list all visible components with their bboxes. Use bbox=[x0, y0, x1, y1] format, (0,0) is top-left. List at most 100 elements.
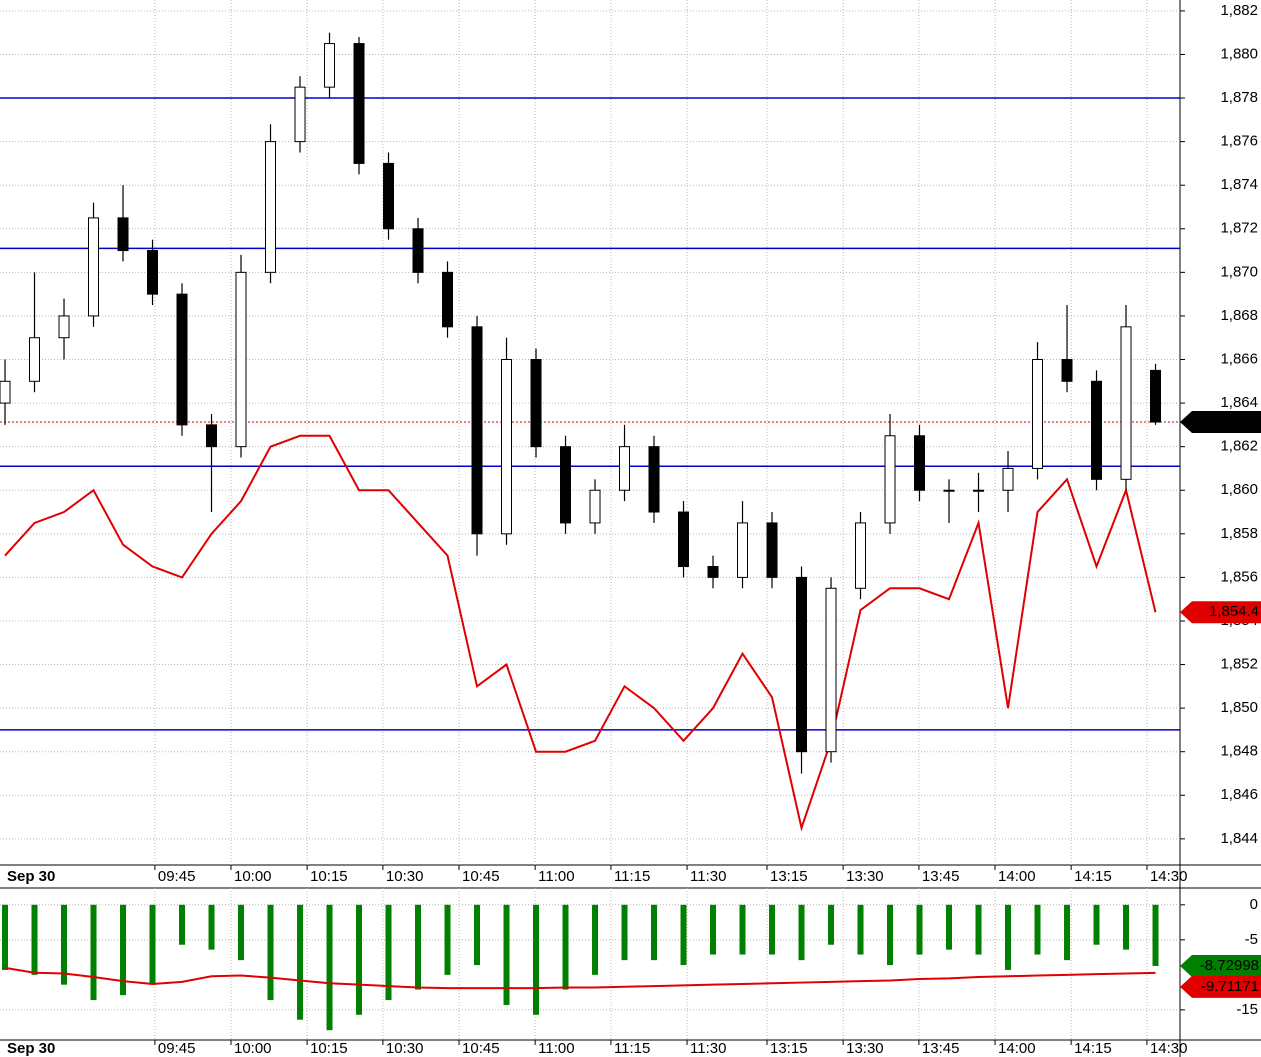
x-tick-label: 11:30 bbox=[690, 868, 726, 885]
histogram-bar bbox=[238, 904, 245, 961]
histogram-bar bbox=[503, 904, 510, 1005]
candle-body bbox=[560, 446, 572, 524]
histogram-last-label-box bbox=[1180, 954, 1261, 977]
candle-body bbox=[353, 43, 365, 164]
candle-body bbox=[117, 217, 129, 252]
histogram-bar bbox=[297, 904, 304, 1020]
candle-body bbox=[324, 43, 336, 88]
histogram-bar bbox=[326, 904, 333, 1031]
histogram-bar bbox=[857, 904, 864, 955]
candle-body bbox=[825, 587, 837, 753]
candle-body bbox=[1061, 359, 1073, 382]
x-tick-label: 14:00 bbox=[998, 1040, 1036, 1057]
x-tick-label: 14:15 bbox=[1074, 868, 1112, 885]
candle-body bbox=[1120, 326, 1132, 480]
histogram-bar bbox=[1064, 904, 1071, 961]
x-tick-label: 11:15 bbox=[614, 868, 650, 885]
x-tick-label: 13:45 bbox=[922, 868, 960, 885]
y-tick-label: 1,874 bbox=[1220, 176, 1258, 193]
y-tick-label: 1,852 bbox=[1220, 656, 1258, 673]
candle-body bbox=[766, 522, 778, 578]
histogram-bar bbox=[2, 904, 9, 970]
histogram-bar bbox=[385, 904, 392, 1001]
candle-body bbox=[1091, 380, 1103, 480]
signal-line bbox=[4, 966, 1156, 990]
x-tick-label: 13:30 bbox=[846, 1040, 884, 1057]
date-label: Sep 30 bbox=[7, 1040, 55, 1057]
candle-body bbox=[442, 271, 454, 328]
candle-body bbox=[737, 522, 749, 578]
histogram-bar bbox=[651, 904, 658, 961]
x-tick-label: 11:15 bbox=[614, 1040, 650, 1057]
histogram-bar bbox=[356, 904, 363, 1015]
candle-body bbox=[1032, 359, 1044, 469]
y-tick-label: 1,880 bbox=[1220, 45, 1258, 62]
candle-body bbox=[0, 380, 11, 404]
x-tick-label: 10:45 bbox=[462, 868, 500, 885]
line-last-label-box bbox=[1180, 601, 1261, 624]
histogram-bar bbox=[562, 904, 569, 990]
histogram-bar bbox=[1005, 904, 1012, 970]
histogram-bar bbox=[680, 904, 687, 966]
x-tick-label: 14:30 bbox=[1150, 1040, 1188, 1057]
candle-body bbox=[88, 217, 100, 317]
y-tick-label: 1,872 bbox=[1220, 220, 1258, 237]
candle-body bbox=[796, 576, 808, 753]
histogram-bar bbox=[179, 904, 186, 945]
x-tick-label: 14:15 bbox=[1074, 1040, 1112, 1057]
histogram-bar bbox=[533, 904, 540, 1015]
candle-body bbox=[648, 446, 660, 513]
x-tick-label: 13:45 bbox=[922, 1040, 960, 1057]
y-tick-label: 1,850 bbox=[1220, 699, 1258, 716]
histogram-bar bbox=[1123, 904, 1130, 950]
histogram-bar bbox=[946, 904, 953, 950]
x-tick-label: 14:30 bbox=[1150, 868, 1188, 885]
histogram-bar bbox=[975, 904, 982, 955]
x-tick-label: 10:15 bbox=[310, 1040, 348, 1057]
x-tick-label: 10:45 bbox=[462, 1040, 500, 1057]
line-last-label: 1,854.4 bbox=[1209, 603, 1259, 620]
histogram-bar bbox=[31, 904, 38, 975]
histogram-bar bbox=[444, 904, 451, 975]
y-tick-label: 0 bbox=[1250, 896, 1258, 913]
histogram-bar bbox=[592, 904, 599, 975]
x-tick-label: 10:15 bbox=[310, 868, 348, 885]
y-tick-label: -15 bbox=[1236, 1001, 1258, 1018]
y-tick-label: 1,846 bbox=[1220, 786, 1258, 803]
histogram-bar bbox=[61, 904, 68, 985]
candle-body bbox=[265, 141, 277, 273]
histogram-bar bbox=[120, 904, 127, 996]
candle-body bbox=[206, 424, 218, 448]
y-tick-label: -5 bbox=[1245, 931, 1258, 948]
y-tick-label: 1,848 bbox=[1220, 743, 1258, 760]
y-tick-label: 1,844 bbox=[1220, 830, 1258, 847]
histogram-bar bbox=[621, 904, 628, 961]
histogram-bar bbox=[739, 904, 746, 955]
y-tick-label: 1,878 bbox=[1220, 89, 1258, 106]
histogram-last-label: -8.72998 bbox=[1200, 957, 1259, 974]
overlay-line bbox=[4, 434, 1157, 832]
x-tick-label: 13:15 bbox=[770, 868, 808, 885]
candle-body bbox=[176, 293, 188, 426]
histogram-bar bbox=[828, 904, 835, 945]
y-tick-label: 1,858 bbox=[1220, 525, 1258, 542]
y-tick-label: 1,866 bbox=[1220, 350, 1258, 367]
x-tick-label: 11:30 bbox=[690, 1040, 726, 1057]
x-tick-label: 11:00 bbox=[538, 868, 574, 885]
histogram-bar bbox=[208, 904, 215, 950]
last-price-label: 1,863.13 bbox=[1201, 413, 1259, 430]
y-tick-label: 1,870 bbox=[1220, 263, 1258, 280]
candle-body bbox=[294, 86, 306, 143]
histogram-bar bbox=[149, 904, 156, 985]
x-tick-label: 13:15 bbox=[770, 1040, 808, 1057]
candle-body bbox=[973, 489, 985, 492]
x-tick-label: 10:30 bbox=[386, 868, 424, 885]
candle-body bbox=[1150, 369, 1162, 423]
candle-body bbox=[707, 565, 719, 578]
candle-body bbox=[235, 271, 247, 448]
candle-body bbox=[147, 250, 159, 295]
y-tick-label: 1,862 bbox=[1220, 438, 1258, 455]
candle-body bbox=[943, 489, 955, 492]
histogram-bar bbox=[1152, 904, 1159, 966]
candle-body bbox=[471, 326, 483, 535]
